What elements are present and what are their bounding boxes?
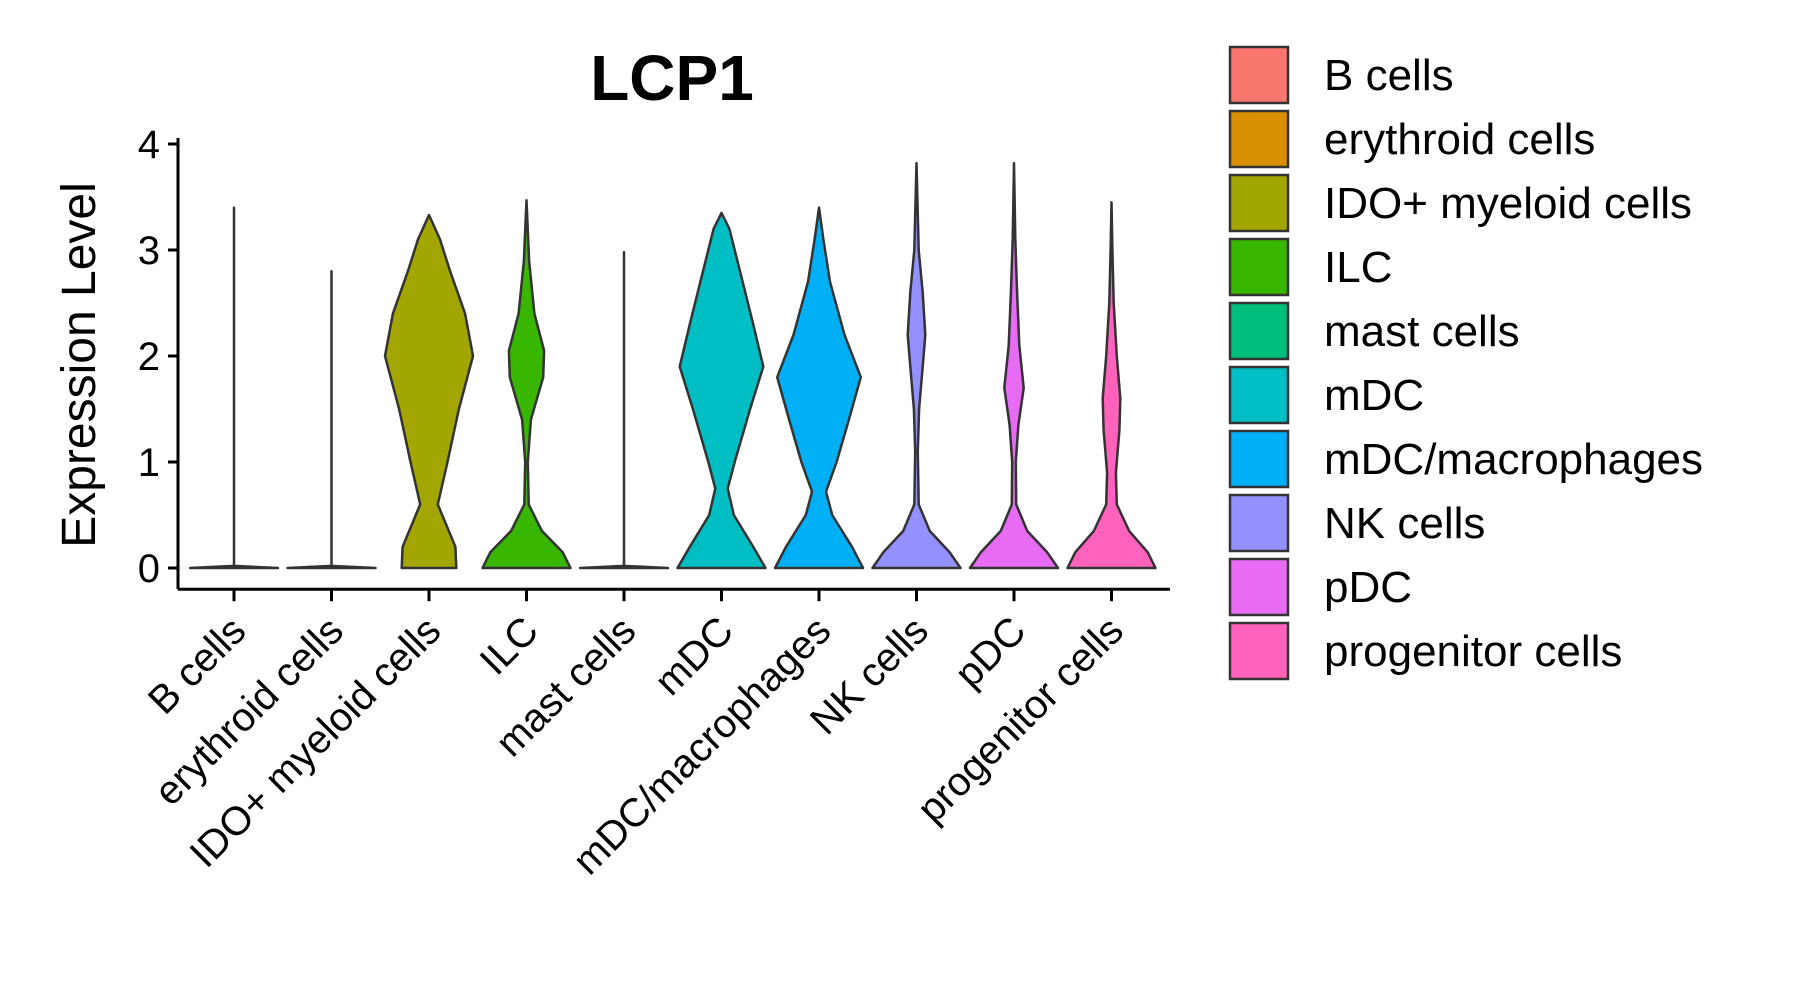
y-tick-label: 2 xyxy=(138,335,160,379)
y-tick-label: 3 xyxy=(138,229,160,273)
legend-label: progenitor cells xyxy=(1324,627,1622,676)
legend-label: erythroid cells xyxy=(1324,115,1595,164)
violin-ido-myeloid-cells xyxy=(383,213,475,570)
y-tick-label: 4 xyxy=(138,123,160,167)
legend-swatch xyxy=(1228,173,1290,233)
legend-swatch xyxy=(1228,45,1290,105)
y-tick-label: 0 xyxy=(138,547,160,591)
legend-swatch xyxy=(1228,493,1290,553)
x-tick-label: pDC xyxy=(947,608,1035,696)
legend-label: mDC xyxy=(1324,371,1424,420)
violin-mast-cells xyxy=(578,250,670,570)
violin-pdc xyxy=(968,161,1060,570)
legend-label: ILC xyxy=(1324,243,1392,292)
legend-swatch xyxy=(1228,365,1290,425)
legend-swatch xyxy=(1228,301,1290,361)
legend-label: mDC/macrophages xyxy=(1324,435,1703,484)
legend: B cells erythroid cells IDO+ myeloid cells… xyxy=(1228,45,1703,681)
violin-b-cells xyxy=(188,206,280,570)
violin-group xyxy=(188,161,1157,570)
y-axis-title: Expression Level xyxy=(53,182,106,548)
legend-label: pDC xyxy=(1324,563,1412,612)
legend-label: B cells xyxy=(1324,51,1454,100)
legend-swatch xyxy=(1228,557,1290,617)
legend-swatch xyxy=(1228,237,1290,297)
legend-label: mast cells xyxy=(1324,307,1520,356)
violin-mdc xyxy=(676,211,767,570)
legend-label: NK cells xyxy=(1324,499,1485,548)
violin-ilc xyxy=(481,198,572,570)
violin-mdc-macrophages xyxy=(773,206,865,570)
legend-label: IDO+ myeloid cells xyxy=(1324,179,1692,228)
y-tick-label: 1 xyxy=(138,441,160,485)
violin-nk-cells xyxy=(871,161,962,570)
chart-title: LCP1 xyxy=(590,42,754,114)
axes xyxy=(176,138,1170,591)
legend-swatch xyxy=(1228,429,1290,489)
x-tick-label: ILC xyxy=(472,608,547,683)
violin-erythroid-cells xyxy=(286,269,377,570)
legend-swatch xyxy=(1228,621,1290,681)
violin-progenitor-cells xyxy=(1066,201,1157,570)
legend-swatch xyxy=(1228,109,1290,169)
